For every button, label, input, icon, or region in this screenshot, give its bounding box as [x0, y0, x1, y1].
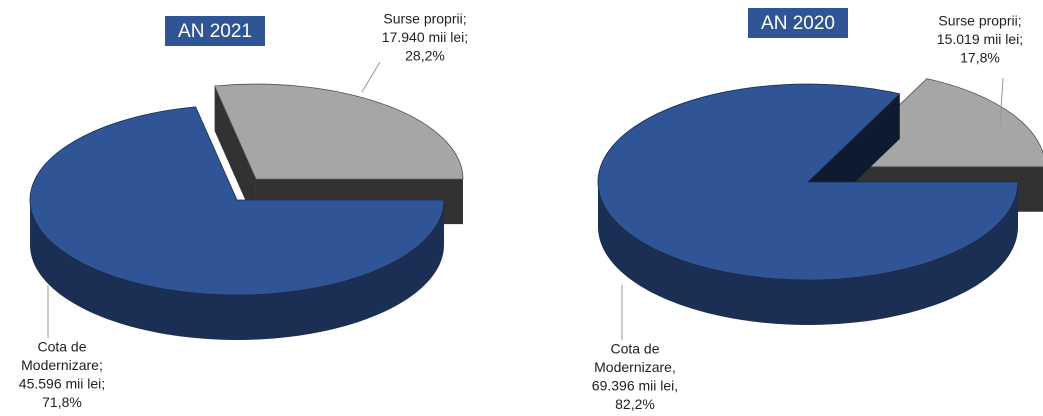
slice-side: [598, 181, 1018, 325]
data-label: 17.940 mii lei;: [382, 29, 468, 45]
data-label: 45.596 mii lei;: [19, 376, 105, 392]
leader-line: [361, 61, 381, 93]
chart-title: AN 2021: [178, 21, 252, 42]
pie-slice: [597, 83, 1019, 325]
data-label: 15.019 mii lei;: [937, 31, 1023, 47]
title-box: [165, 16, 265, 46]
data-label: Cota de: [610, 341, 659, 357]
data-label: Modernizare,: [594, 359, 676, 375]
data-label: Surse proprii;: [383, 11, 466, 27]
data-label: Modernizare;: [21, 357, 103, 373]
slice-top: [29, 106, 445, 296]
data-label: Surse proprii;: [938, 13, 1021, 29]
slice-side: [30, 198, 445, 340]
leader-line: [999, 77, 1004, 126]
slice-wall: [214, 86, 256, 225]
title-box: [748, 8, 848, 38]
data-label: 69.396 mii lei,: [592, 378, 678, 394]
data-label: Cota de: [37, 339, 86, 355]
slice-top: [214, 83, 464, 180]
pie-slice: [29, 106, 445, 340]
chart-title: AN 2020: [761, 13, 835, 34]
data-label-value: 82,2%: [615, 396, 655, 412]
slice-top: [597, 83, 1019, 281]
data-label-value: 28,2%: [405, 48, 445, 64]
data-label-value: 71,8%: [42, 394, 82, 410]
data-label-value: 17,8%: [960, 50, 1000, 66]
